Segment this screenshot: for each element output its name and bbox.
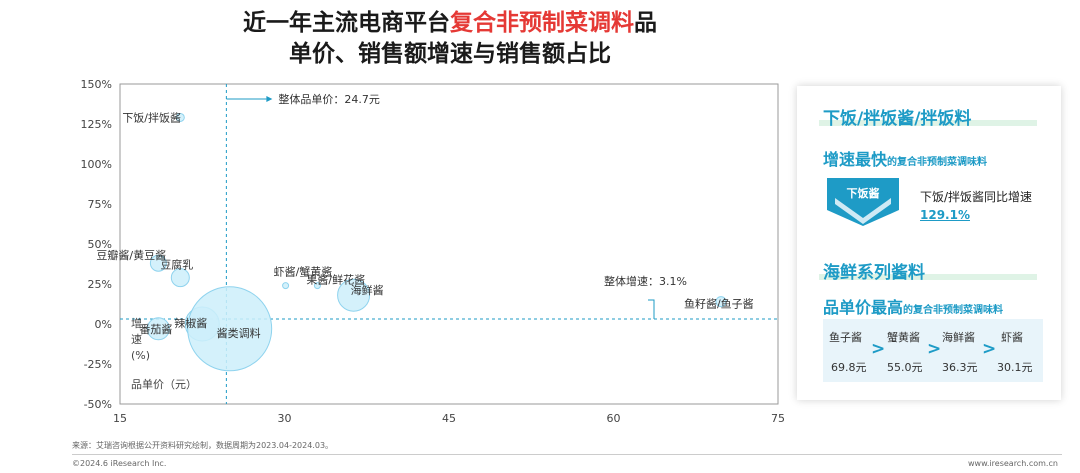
data-bubble (715, 296, 727, 308)
price-item-name: 鱼子酱 (829, 331, 862, 344)
y-tick-label: 25% (88, 278, 112, 291)
y-tick-label: 75% (88, 198, 112, 211)
price-item-value: 55.0元 (887, 361, 923, 374)
y-axis-label: 增 (131, 316, 142, 330)
point-label: 辣椒酱 (174, 316, 207, 330)
y-tick-label: 125% (81, 118, 112, 131)
summary-panel: 下饭/拌饭酱/拌饭料 增速最快的复合非预制菜调味料 下饭酱 下饭/拌饭酱同比增速… (797, 86, 1061, 400)
point-label: 虾酱/蟹黄酱 (274, 265, 333, 279)
copyright: ©2024.6 iResearch Inc. (72, 459, 167, 468)
category-badge: 下饭酱 (827, 178, 899, 226)
point-label: 番茄酱 (139, 322, 172, 336)
h3-underline (819, 274, 1037, 280)
title-line2: 单价、销售额增速与销售额占比 (289, 41, 611, 67)
price-item-value: 30.1元 (997, 361, 1033, 374)
plot-area (119, 83, 779, 405)
y-tick-label: -25% (84, 358, 112, 371)
point-label: 豆瓣酱/黄豆酱 (96, 248, 166, 262)
price-item-name: 虾酱 (1001, 331, 1023, 344)
title-line1-post: 品 (634, 10, 657, 36)
data-bubble (282, 282, 290, 290)
ref-growth-arrow (648, 299, 655, 320)
y-tick-label: 150% (81, 78, 112, 91)
data-bubble (170, 268, 190, 288)
arrow-icon: > (927, 339, 942, 359)
price-item-value: 36.3元 (942, 361, 978, 374)
badge-label: 下饭酱 (846, 187, 880, 200)
point-label: 酱类调料 (217, 326, 261, 340)
point-label: 下饭/拌饭酱 (122, 110, 181, 124)
data-bubble (187, 286, 273, 372)
point-label: 海鲜酱 (351, 283, 384, 297)
title-line1-pre: 近一年主流电商平台 (243, 10, 450, 36)
badge-shape (827, 178, 899, 226)
growth-description: 下饭/拌饭酱同比增速 (920, 190, 1033, 204)
page-title: 近一年主流电商平台复合非预制菜调料品 单价、销售额增速与销售额占比 (0, 8, 900, 70)
y-tick-label: 50% (88, 238, 112, 251)
price-item-name: 海鲜酱 (942, 331, 975, 344)
data-bubble (313, 282, 321, 290)
fastest-growth-subheading: 增速最快的复合非预制菜调味料 (823, 150, 988, 169)
growth-value: 129.1% (920, 208, 970, 222)
x-tick-label: 60 (607, 412, 621, 425)
y-tick-label: -50% (84, 398, 112, 411)
x-tick-label: 15 (113, 412, 127, 425)
price-item-name: 蟹黄酱 (887, 331, 920, 344)
h1-underline (819, 120, 1037, 126)
data-bubble (337, 278, 371, 312)
price-ranking: 鱼子酱 69.8元 > 蟹黄酱 55.0元 > 海鲜酱 36.3元 > 虾酱 3… (823, 319, 1043, 382)
x-tick-label: 45 (442, 412, 456, 425)
arrow-icon: > (982, 339, 997, 359)
y-tick-label: 0% (95, 318, 112, 331)
x-axis-label: 品单价（元） (131, 378, 197, 391)
site-url: www.iresearch.com.cn (968, 459, 1058, 468)
ref-price-arrowhead (266, 96, 273, 102)
price-item-value: 69.8元 (831, 361, 867, 374)
y-axis-label: 速 (131, 333, 142, 346)
x-tick-label: 30 (278, 412, 292, 425)
y-tick-label: 100% (81, 158, 112, 171)
y-axis-label: (%) (131, 349, 150, 362)
x-tick-label: 75 (771, 412, 785, 425)
ref-growth-label: 整体增速：3.1% (604, 274, 687, 288)
point-label: 鱼籽酱/鱼子酱 (684, 297, 754, 311)
seafood-heading: 海鲜系列酱料 (823, 263, 925, 283)
point-label: 豆腐乳 (160, 258, 193, 272)
point-label: 果酱/鲜花酱 (306, 273, 365, 287)
bubble-chart: 150% 125% 100% 75% 50% 25% 0% -25% -50%15 30 45 60 7… (81, 78, 785, 425)
highest-price-subheading: 品单价最高的复合非预制菜调味料 (823, 298, 1004, 317)
title-line1-highlight: 复合非预制菜调料 (450, 10, 634, 36)
data-bubble (175, 112, 185, 122)
data-bubble (146, 317, 170, 341)
data-bubble (149, 254, 167, 272)
footer-divider (72, 454, 1062, 455)
arrow-icon: > (871, 339, 886, 359)
ref-price-label: 整体品单价：24.7元 (278, 92, 380, 106)
source-note: 来源：艾瑞咨询根据公开资料研究绘制，数据周期为2023.04-2024.03。 (72, 441, 334, 450)
fastest-category-heading: 下饭/拌饭酱/拌饭料 (823, 109, 972, 129)
